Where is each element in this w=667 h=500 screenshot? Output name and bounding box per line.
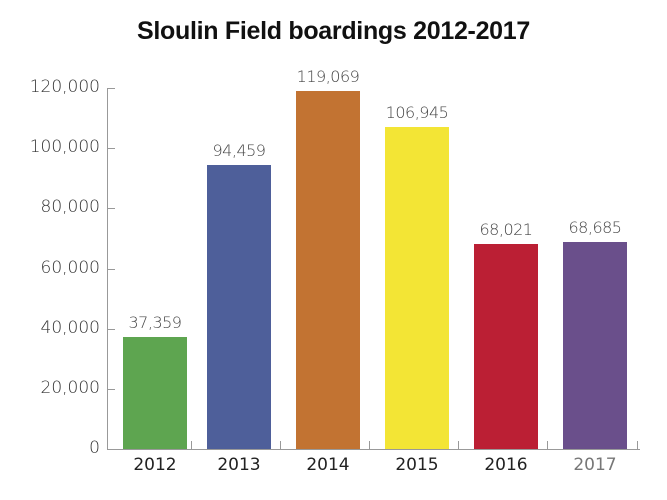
y-tick-label: 60,000 xyxy=(40,257,100,278)
x-tick-label: 2014 xyxy=(306,455,350,475)
y-tick-label: 20,000 xyxy=(40,377,100,398)
y-tick-mark xyxy=(107,148,115,149)
value-label: 68,685 xyxy=(568,218,622,238)
y-tick-label: 0 xyxy=(89,438,100,458)
x-tick-mark xyxy=(280,441,281,449)
value-label: 94,459 xyxy=(212,140,266,160)
x-tick-label: 2017 xyxy=(573,455,617,475)
value-label: 68,021 xyxy=(479,220,533,240)
x-tick-mark xyxy=(547,441,548,449)
y-tick-mark xyxy=(107,389,115,390)
bar-2014 xyxy=(296,90,360,449)
bar-2012 xyxy=(123,336,187,449)
x-tick-label: 2015 xyxy=(395,455,439,475)
y-tick-mark xyxy=(107,269,115,270)
x-tick-mark xyxy=(369,441,370,449)
x-tick-mark xyxy=(637,441,638,449)
y-tick-label: 100,000 xyxy=(29,137,100,158)
x-tick-label: 2013 xyxy=(217,455,261,475)
value-label: 37,359 xyxy=(128,312,182,332)
y-tick-label: 40,000 xyxy=(40,317,100,338)
y-tick-mark xyxy=(107,208,115,209)
y-tick-label: 80,000 xyxy=(40,197,100,218)
x-tick-label: 2012 xyxy=(133,455,177,475)
value-label: 106,945 xyxy=(385,103,449,123)
bar-2015 xyxy=(385,127,449,449)
x-tick-mark xyxy=(191,441,192,449)
value-label: 119,069 xyxy=(296,66,360,86)
x-axis-line xyxy=(107,449,640,450)
x-tick-label: 2016 xyxy=(484,455,528,475)
bar-2017 xyxy=(563,242,627,449)
chart-title: Sloulin Field boardings 2012-2017 xyxy=(137,17,530,45)
bar-2016 xyxy=(474,244,538,449)
y-tick-mark xyxy=(107,329,115,330)
x-tick-mark xyxy=(458,441,459,449)
y-tick-label: 120,000 xyxy=(29,77,100,97)
y-tick-mark xyxy=(107,88,115,89)
bar-2013 xyxy=(207,164,271,449)
